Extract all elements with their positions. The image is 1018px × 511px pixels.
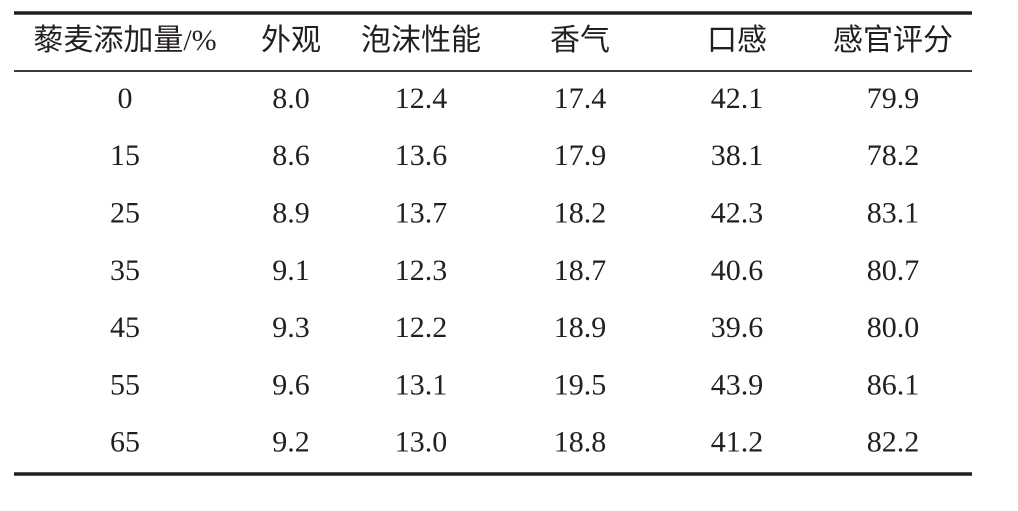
column-header: 香气 — [550, 24, 610, 57]
table-cell: 13.1 — [395, 368, 448, 401]
table-cell: 38.1 — [711, 139, 764, 172]
table-cell: 0 — [118, 82, 133, 115]
table-cell: 13.6 — [395, 139, 448, 172]
column-header: 外观 — [261, 24, 321, 57]
table-cell: 41.2 — [711, 426, 764, 459]
table-cell: 8.0 — [272, 82, 310, 115]
table-cell: 40.6 — [711, 254, 764, 287]
column-header: 藜麦添加量/% — [33, 24, 216, 57]
table-cell: 9.6 — [272, 368, 310, 401]
table-cell: 25 — [110, 196, 140, 229]
table-cell: 9.2 — [272, 426, 310, 459]
table-cell: 80.0 — [867, 311, 920, 344]
table-cell: 86.1 — [867, 368, 920, 401]
table-cell: 18.8 — [554, 426, 607, 459]
table-cell: 17.4 — [554, 82, 607, 115]
table-cell: 17.9 — [554, 139, 607, 172]
table-cell: 12.3 — [395, 254, 448, 287]
table-cell: 82.2 — [867, 426, 920, 459]
table-cell: 43.9 — [711, 368, 764, 401]
table-cell: 13.0 — [395, 426, 448, 459]
table-cell: 55 — [110, 368, 140, 401]
table-cell: 83.1 — [867, 196, 920, 229]
table-cell: 79.9 — [867, 82, 920, 115]
table-cell: 9.3 — [272, 311, 310, 344]
table-cell: 12.2 — [395, 311, 448, 344]
table-cell: 13.7 — [395, 196, 448, 229]
table-cell: 18.2 — [554, 196, 607, 229]
table-cell: 9.1 — [272, 254, 310, 287]
table-cell: 8.6 — [272, 139, 310, 172]
table-cell: 12.4 — [395, 82, 448, 115]
table-cell: 15 — [110, 139, 140, 172]
table-cell: 18.9 — [554, 311, 607, 344]
table-cell: 42.1 — [711, 82, 764, 115]
table-cell: 45 — [110, 311, 140, 344]
table-cell: 35 — [110, 254, 140, 287]
table-cell: 65 — [110, 426, 140, 459]
column-header: 泡沫性能 — [361, 24, 481, 57]
table-cell: 39.6 — [711, 311, 764, 344]
table-cell: 78.2 — [867, 139, 920, 172]
table-cell: 8.9 — [272, 196, 310, 229]
table-cell: 19.5 — [554, 368, 607, 401]
column-header: 口感 — [707, 24, 767, 57]
column-header: 感官评分 — [833, 24, 953, 57]
table-cell: 42.3 — [711, 196, 764, 229]
table-cell: 18.7 — [554, 254, 607, 287]
table-cell: 80.7 — [867, 254, 920, 287]
